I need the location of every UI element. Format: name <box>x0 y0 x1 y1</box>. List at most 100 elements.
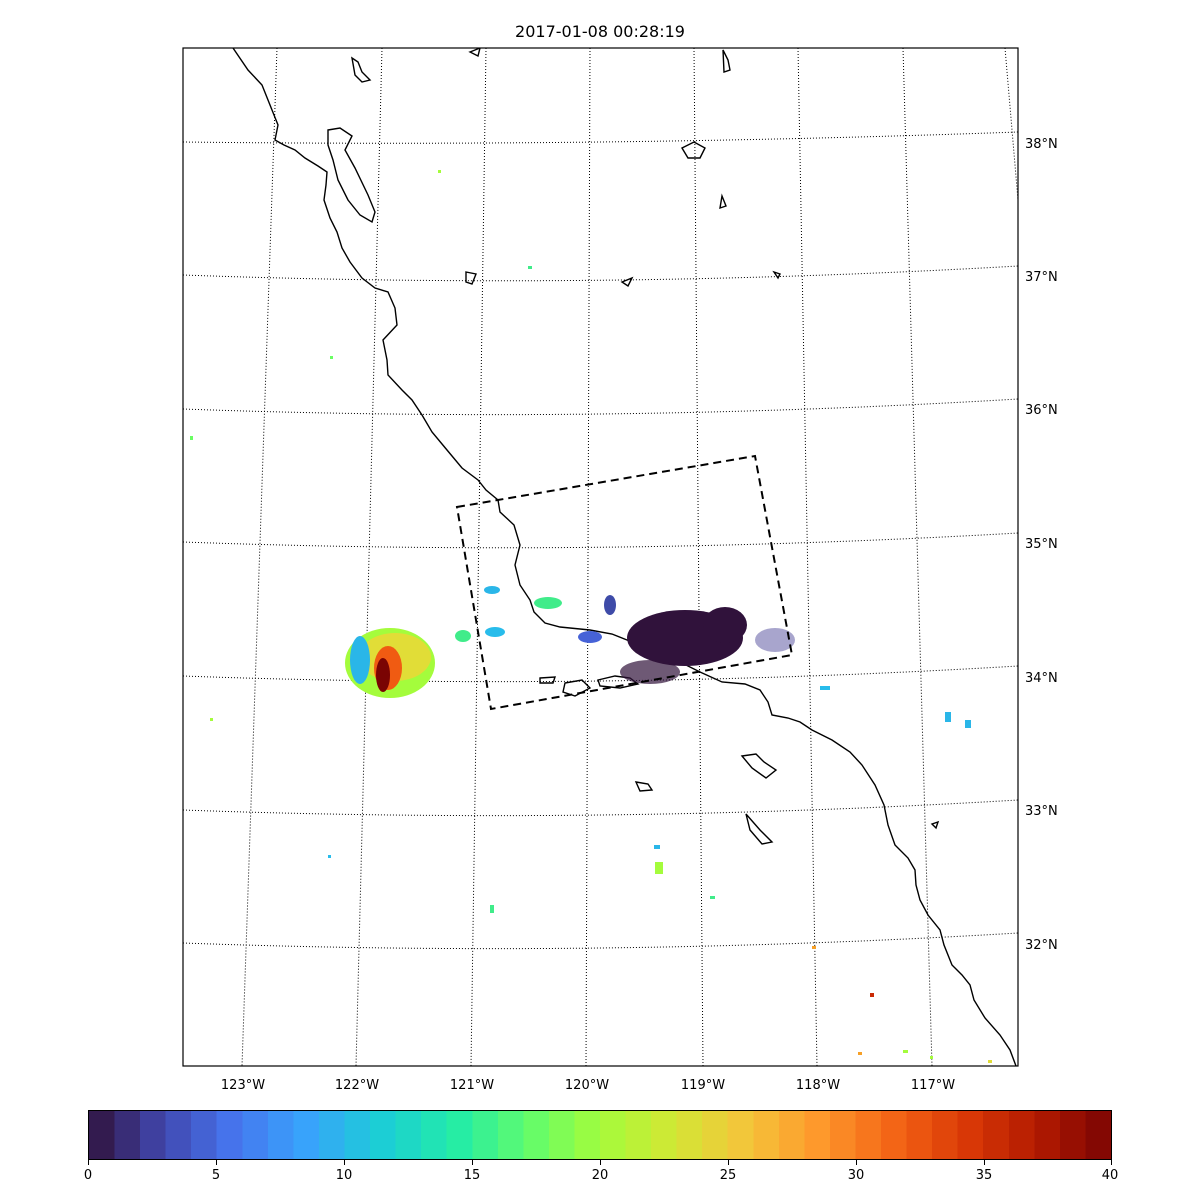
colorbar <box>88 1110 1112 1160</box>
precip-echoes <box>190 170 992 1063</box>
coastline-sf-bay <box>327 127 376 224</box>
salton-sea <box>930 820 940 830</box>
lat-tick-labels: 38°N 37°N 36°N 35°N 34°N 33°N 32°N <box>1025 137 1058 953</box>
echo-coastal-2 <box>485 627 505 637</box>
colorbar-tick-label: 35 <box>975 1168 993 1183</box>
echo-dot <box>330 356 333 359</box>
lake-7 <box>468 48 481 58</box>
colorbar-tick-mark <box>600 1160 601 1165</box>
echo-offshore-core <box>376 658 390 692</box>
colorbar-tick-label: 15 <box>463 1168 481 1183</box>
graticule <box>183 48 1018 1066</box>
colorbar-tick-mark <box>88 1160 89 1165</box>
lon-tick-label: 118°W <box>796 1078 840 1093</box>
channel-island-4 <box>634 781 654 792</box>
lake-3 <box>681 141 706 159</box>
lat-line-32 <box>183 932 1018 950</box>
echo-coastal-4 <box>484 586 500 594</box>
colorbar-tick-label: 25 <box>719 1168 737 1183</box>
lon-tick-label: 120°W <box>565 1078 609 1093</box>
lon-tick-label: 119°W <box>681 1078 725 1093</box>
lon-line-116 <box>1004 48 1018 201</box>
echo-dot <box>988 1060 992 1063</box>
lat-tick-label: 32°N <box>1025 938 1058 953</box>
colorbar-tick-label: 0 <box>83 1168 93 1183</box>
lake-2 <box>465 271 477 285</box>
map-frame <box>182 47 1019 1067</box>
lon-line-122 <box>355 48 383 1066</box>
echo-dot <box>328 855 331 858</box>
lat-tick-label: 35°N <box>1025 537 1058 552</box>
echo-clutter-east <box>703 607 747 643</box>
echo-dot <box>654 845 660 849</box>
colorbar-tick-mark <box>344 1160 345 1165</box>
echo-dot <box>870 993 874 997</box>
colorbar-tick-label: 10 <box>335 1168 353 1183</box>
lat-line-37 <box>183 265 1018 282</box>
coastline <box>232 48 1017 1066</box>
echo-coastal-6 <box>604 595 616 615</box>
lake-4 <box>719 193 727 210</box>
lat-line-35 <box>183 532 1018 549</box>
lat-tick-label: 34°N <box>1025 671 1058 686</box>
echo-clutter-sparse <box>755 628 795 652</box>
echo-dot <box>858 1052 862 1055</box>
echo-coastal-1 <box>534 597 562 609</box>
echo-clutter-south <box>620 660 680 684</box>
colorbar-tick-mark <box>1111 1160 1112 1165</box>
echo-dot <box>930 1056 933 1059</box>
echo-coastal-3 <box>455 630 471 642</box>
echo-dot <box>190 436 193 440</box>
lake-6 <box>772 270 781 280</box>
lat-line-38 <box>183 131 1018 144</box>
lon-tick-label: 117°W <box>911 1078 955 1093</box>
echo-offshore-rim <box>350 636 370 684</box>
echo-dot <box>965 720 971 728</box>
lon-tick-label: 123°W <box>221 1078 265 1093</box>
colorbar-tick-mark <box>984 1160 985 1165</box>
colorbar-tick-label: 20 <box>591 1168 609 1183</box>
lat-line-36 <box>183 398 1018 416</box>
lon-line-119 <box>693 48 704 1066</box>
lon-tick-label: 122°W <box>335 1078 379 1093</box>
echo-dot <box>710 896 715 899</box>
echo-dot <box>945 712 951 722</box>
swath-box <box>455 454 794 711</box>
lat-tick-label: 38°N <box>1025 137 1058 152</box>
lat-tick-label: 37°N <box>1025 270 1058 285</box>
map-title: 2017-01-08 00:28:19 <box>515 22 685 41</box>
lake-5 <box>620 276 634 288</box>
channel-island-3 <box>597 675 640 689</box>
colorbar-tick-label: 5 <box>211 1168 221 1183</box>
echo-dot <box>903 1050 908 1053</box>
lon-tick-labels: 123°W 122°W 121°W 120°W 119°W 118°W 117°… <box>221 1078 955 1093</box>
colorbar-tick-mark <box>728 1160 729 1165</box>
lon-line-120 <box>585 48 591 1066</box>
echo-dot <box>438 170 441 173</box>
channel-island-5 <box>740 753 778 779</box>
colorbar-tick-label: 40 <box>1101 1168 1119 1183</box>
lon-line-121 <box>470 48 487 1066</box>
echo-dot <box>490 905 494 913</box>
lon-line-123 <box>241 48 278 1066</box>
colorbar-tick-mark <box>856 1160 857 1165</box>
channel-island-2 <box>562 679 592 697</box>
lake-1 <box>351 56 372 83</box>
lake-8 <box>722 49 731 73</box>
channel-island-6 <box>745 813 774 845</box>
colorbar-tick-mark <box>472 1160 473 1165</box>
echo-dot <box>528 266 532 269</box>
echo-dot <box>210 718 213 721</box>
colorbar-tick-mark <box>216 1160 217 1165</box>
echo-dot <box>655 862 663 874</box>
lat-line-34 <box>183 665 1018 683</box>
echo-coastal-5 <box>578 631 602 643</box>
lat-line-33 <box>183 799 1018 817</box>
lat-tick-label: 36°N <box>1025 403 1058 418</box>
colorbar-tick-label: 30 <box>847 1168 865 1183</box>
channel-island-1 <box>539 676 556 684</box>
echo-dot <box>812 946 816 949</box>
coastline-mainland <box>232 48 1017 1066</box>
lon-tick-label: 121°W <box>450 1078 494 1093</box>
